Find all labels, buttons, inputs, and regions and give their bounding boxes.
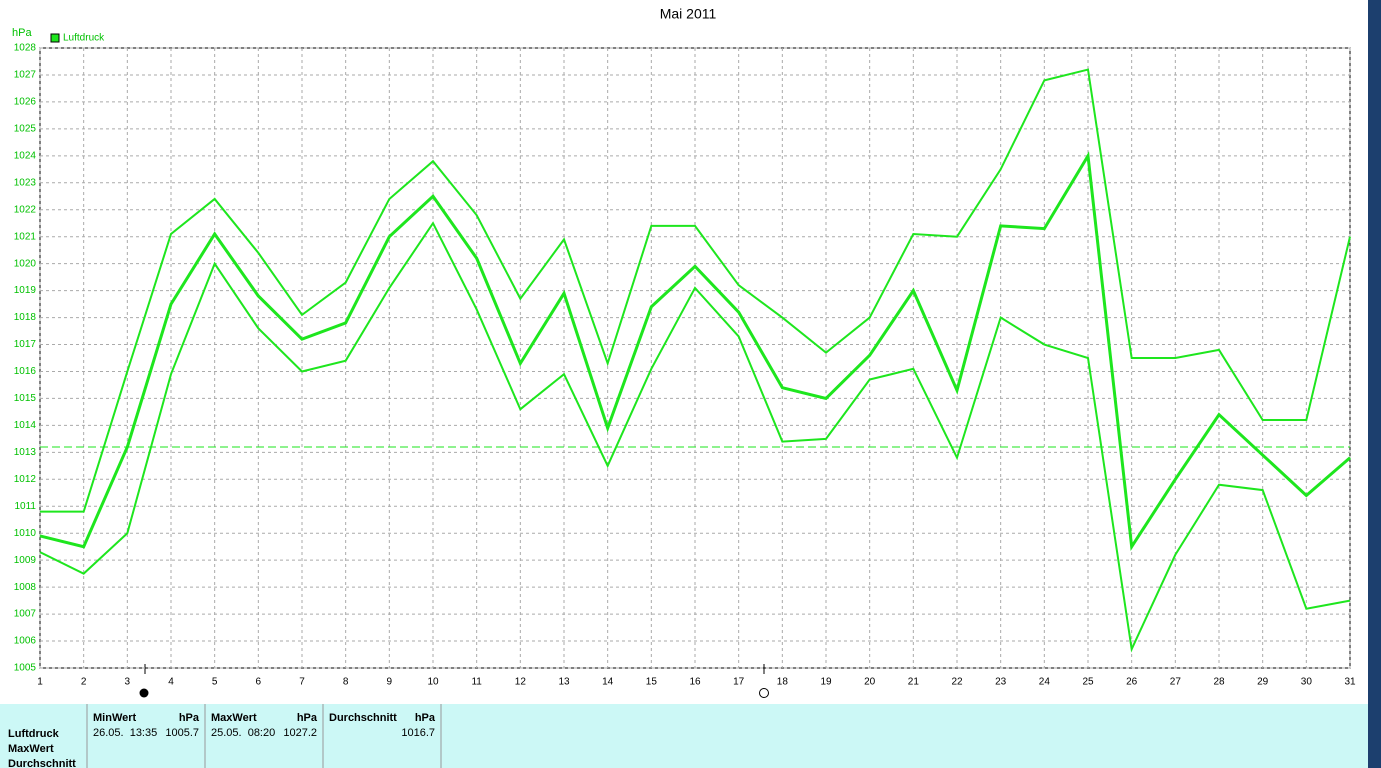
y-tick-label: 1010: [14, 528, 37, 539]
cell-date: 25.05. 08:20: [211, 727, 275, 739]
y-tick-label: 1025: [14, 124, 37, 135]
x-tick-label: 27: [1170, 677, 1182, 688]
y-tick-label: 1017: [14, 339, 37, 350]
x-tick-label: 19: [820, 677, 832, 688]
cell-value: 1016.7: [401, 727, 435, 739]
x-tick-label: 18: [777, 677, 789, 688]
y-tick-label: 1011: [14, 501, 36, 512]
y-tick-label: 1009: [14, 555, 37, 566]
x-tick-label: 17: [733, 677, 745, 688]
x-tick-label: 11: [471, 677, 482, 688]
y-tick-label: 1021: [14, 231, 37, 242]
y-tick-label: 1006: [14, 636, 37, 647]
x-tick-label: 15: [646, 677, 658, 688]
column-header: MinWert: [93, 712, 137, 724]
x-tick-label: 20: [864, 677, 876, 688]
line-series: [39, 151, 1351, 552]
x-tick-label: 21: [908, 677, 920, 688]
y-tick-label: 1005: [14, 663, 37, 674]
x-tick-label: 28: [1213, 677, 1225, 688]
x-tick-label: 29: [1257, 677, 1269, 688]
column-header: MaxWert: [211, 712, 257, 724]
y-tick-label: 1027: [14, 70, 37, 81]
row-label: Durchschnitt: [8, 758, 76, 768]
chart-title: Mai 2011: [660, 6, 717, 22]
y-tick-label: 1015: [14, 393, 37, 404]
x-tick-label: 10: [427, 677, 439, 688]
y-tick-label: 1028: [14, 43, 37, 54]
y-tick-label: 1014: [14, 420, 37, 431]
y-tick-label: 1023: [14, 177, 37, 188]
x-tick-label: 24: [1039, 677, 1051, 688]
column-unit: hPa: [297, 712, 318, 724]
y-tick-label: 1013: [14, 447, 37, 458]
line-series: [39, 221, 1351, 653]
x-tick-label: 9: [387, 677, 393, 688]
cell-date: 26.05. 13:35: [93, 727, 157, 739]
y-tick-label: 1012: [14, 474, 37, 485]
cell-value: 1027.2: [283, 727, 317, 739]
x-tick-label: 14: [602, 677, 614, 688]
x-tick-label: 2: [81, 677, 87, 688]
y-axis-label: hPa: [12, 27, 32, 39]
x-tick-label: 4: [168, 677, 174, 688]
y-tick-label: 1020: [14, 258, 37, 269]
x-tick-label: 16: [689, 677, 701, 688]
plot: [39, 47, 1351, 669]
row-label: MaxWert: [8, 743, 54, 755]
x-tick-label: 13: [558, 677, 570, 688]
table-dividers: [86, 704, 442, 768]
legend-label: Luftdruck: [63, 33, 105, 44]
x-tick-label: 31: [1344, 677, 1356, 688]
x-tick-label: 8: [343, 677, 349, 688]
y-tick-label: 1008: [14, 582, 37, 593]
row-label: Luftdruck: [8, 728, 60, 740]
line-series: [40, 68, 1351, 513]
moon-phases: [139, 664, 769, 698]
y-tick-label: 1019: [14, 285, 37, 296]
y-tick-label: 1026: [14, 97, 37, 108]
x-tick-label: 26: [1126, 677, 1138, 688]
x-tick-label: 25: [1082, 677, 1094, 688]
column-unit: hPa: [415, 712, 436, 724]
table-panel: [0, 704, 1368, 768]
x-tick-label: 23: [995, 677, 1007, 688]
x-tick-label: 5: [212, 677, 218, 688]
column-header: Durchschnitt: [329, 712, 397, 724]
y-tick-label: 1022: [14, 204, 37, 215]
y-tick-label: 1018: [14, 312, 37, 323]
x-tick-label: 22: [951, 677, 963, 688]
legend-swatch: [50, 33, 60, 43]
window-edge: [1368, 0, 1381, 768]
x-tick-label: 6: [256, 677, 262, 688]
x-tick-label: 3: [125, 677, 131, 688]
x-tick-label: 12: [515, 677, 527, 688]
y-tick-label: 1007: [14, 609, 37, 620]
cell-value: 1005.7: [165, 727, 199, 739]
y-tick-label: 1016: [14, 366, 37, 377]
x-tick-label: 7: [299, 677, 305, 688]
y-tick-label: 1024: [14, 150, 37, 161]
x-tick-label: 30: [1301, 677, 1313, 688]
x-tick-label: 1: [37, 677, 43, 688]
column-unit: hPa: [179, 712, 200, 724]
